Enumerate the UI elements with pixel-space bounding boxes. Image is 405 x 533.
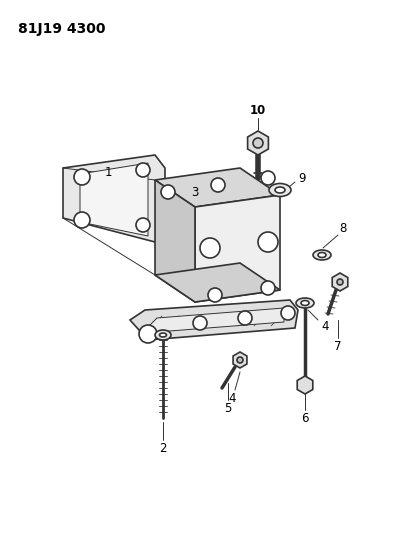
Ellipse shape <box>312 250 330 260</box>
Circle shape <box>257 232 277 252</box>
Circle shape <box>139 325 157 343</box>
Circle shape <box>336 279 342 285</box>
Circle shape <box>161 185 175 199</box>
Ellipse shape <box>300 301 308 305</box>
Circle shape <box>207 288 222 302</box>
Circle shape <box>200 238 220 258</box>
Text: 4: 4 <box>320 319 328 333</box>
Circle shape <box>74 212 90 228</box>
Text: 4: 4 <box>228 392 235 405</box>
Text: 5: 5 <box>224 401 231 415</box>
Polygon shape <box>232 352 246 368</box>
Circle shape <box>237 311 252 325</box>
Polygon shape <box>130 300 297 340</box>
Circle shape <box>237 357 243 363</box>
Text: 2: 2 <box>159 441 166 455</box>
Text: 10: 10 <box>249 103 265 117</box>
Circle shape <box>192 316 207 330</box>
Ellipse shape <box>317 253 325 257</box>
Polygon shape <box>155 180 194 302</box>
Circle shape <box>260 171 274 185</box>
Ellipse shape <box>269 183 290 197</box>
Polygon shape <box>247 131 268 155</box>
Circle shape <box>252 138 262 148</box>
Text: 3: 3 <box>191 185 198 198</box>
Polygon shape <box>80 163 148 236</box>
Text: 1: 1 <box>104 166 111 179</box>
Circle shape <box>136 163 149 177</box>
Polygon shape <box>63 155 164 242</box>
Polygon shape <box>155 168 279 207</box>
Text: 6: 6 <box>301 411 308 424</box>
Ellipse shape <box>274 187 284 193</box>
Ellipse shape <box>295 298 313 308</box>
Text: 7: 7 <box>333 340 341 352</box>
Circle shape <box>74 169 90 185</box>
Circle shape <box>280 306 294 320</box>
Text: 81J19 4300: 81J19 4300 <box>18 22 105 36</box>
Ellipse shape <box>159 333 166 337</box>
Polygon shape <box>147 308 284 332</box>
Circle shape <box>211 178 224 192</box>
Polygon shape <box>296 376 312 394</box>
Polygon shape <box>194 195 279 302</box>
Circle shape <box>136 218 149 232</box>
Text: 9: 9 <box>298 172 305 184</box>
Ellipse shape <box>155 330 171 340</box>
Text: 8: 8 <box>339 222 346 235</box>
Polygon shape <box>331 273 347 291</box>
Polygon shape <box>155 263 279 302</box>
Circle shape <box>260 281 274 295</box>
